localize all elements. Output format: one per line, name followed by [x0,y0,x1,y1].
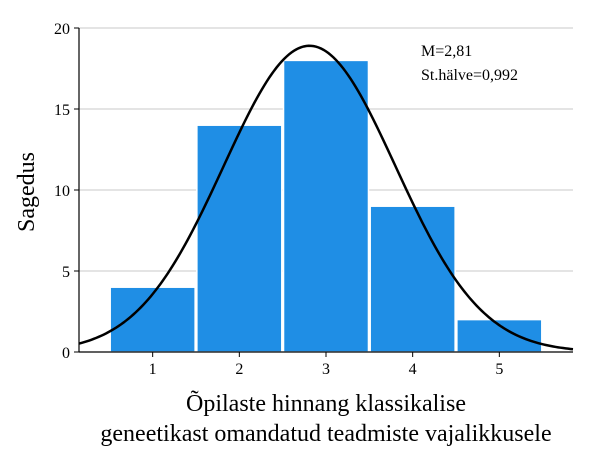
y-tick-label: 10 [54,183,70,200]
y-tick-labels: 0 5 10 15 20 [54,21,79,362]
y-tick-label: 20 [54,21,70,38]
x-tick-label: 3 [322,361,330,378]
bar-2 [196,124,283,353]
sd-annotation: St.hälve=0,992 [421,67,518,84]
x-tick-label: 5 [495,361,503,378]
x-axis-label-line-1: Õpilaste hinnang klassikalise [186,390,466,417]
x-tick-label: 4 [409,361,417,378]
bar-3 [282,59,370,353]
y-tick-label: 5 [62,264,70,281]
mean-annotation: M=2,81 [421,43,472,60]
bars [109,59,543,353]
y-tick-label: 15 [54,102,70,119]
x-tick-label: 2 [235,361,243,378]
x-tick-label: 1 [149,361,157,378]
y-tick-label: 0 [62,345,70,362]
y-axis-label: Sagedus [14,152,40,232]
x-tick-labels: 1 2 3 4 5 [149,352,503,378]
bar-4 [369,205,456,353]
x-axis-label-line-2: geneetikast omandatud teadmiste vajalikk… [100,421,551,447]
normal-curve [78,44,574,351]
bar-1 [109,286,196,353]
